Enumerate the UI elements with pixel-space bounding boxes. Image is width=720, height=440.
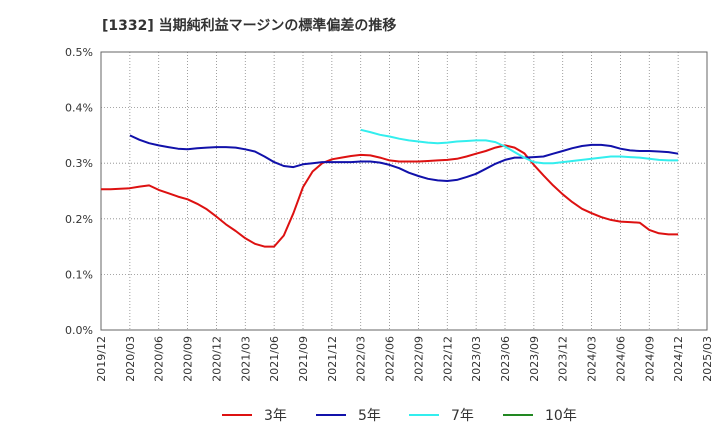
x-tick-label: 2021/06 — [268, 336, 281, 382]
grid-lines — [101, 52, 707, 330]
y-tick-label: 0.3% — [65, 157, 93, 170]
x-tick-label: 2024/09 — [643, 336, 656, 382]
x-tick-label: 2019/12 — [95, 336, 108, 382]
x-tick-label: 2022/03 — [355, 336, 368, 382]
y-tick-labels: 0.0% 0.1% 0.2% 0.3% 0.4% 0.5% — [65, 46, 93, 337]
x-tick-label: 2020/06 — [153, 336, 166, 382]
y-tick-label: 0.2% — [65, 213, 93, 226]
x-tick-label: 2021/12 — [326, 336, 339, 382]
x-tick-label: 2024/12 — [672, 336, 685, 382]
x-tick-label: 2020/03 — [124, 336, 137, 382]
x-tick-label: 2020/09 — [182, 336, 195, 382]
y-tick-label: 0.4% — [65, 102, 93, 115]
x-tick-label: 2020/12 — [210, 336, 223, 382]
plot-frame — [100, 51, 708, 331]
series-lines — [101, 128, 679, 248]
legend: 3年 5年 7年 10年 — [222, 408, 577, 424]
x-tick-label: 2022/06 — [384, 336, 397, 382]
x-tick-label: 2024/06 — [614, 336, 627, 382]
legend-label: 5年 — [358, 408, 381, 424]
y-tick-label: 0.0% — [65, 324, 93, 337]
legend-label: 3年 — [264, 408, 287, 424]
chart-title: [1332] 当期純利益マージンの標準偏差の推移 — [102, 17, 396, 34]
plot-area — [101, 52, 707, 330]
x-tick-label: 2023/12 — [557, 336, 570, 382]
legend-label: 10年 — [545, 408, 577, 424]
y-tick-label: 0.1% — [65, 268, 93, 281]
x-tick-label: 2021/09 — [297, 336, 310, 382]
legend-label: 7年 — [451, 408, 474, 424]
series-line-3年 — [101, 144, 679, 248]
x-tick-label: 2022/12 — [441, 336, 454, 382]
x-tick-label: 2023/09 — [528, 336, 541, 382]
y-tick-label: 0.5% — [65, 46, 93, 59]
x-tick-label: 2021/03 — [239, 336, 252, 382]
x-tick-labels: 2019/12 2020/03 2020/06 2020/09 2020/12 2021/… — [95, 336, 714, 382]
series-line-5年 — [129, 134, 679, 182]
series-line-7年 — [360, 128, 679, 165]
x-tick-label: 2024/03 — [586, 336, 599, 382]
x-tick-label: 2025/03 — [701, 336, 714, 382]
x-tick-label: 2023/06 — [499, 336, 512, 382]
x-tick-label: 2022/09 — [412, 336, 425, 382]
x-tick-label: 2023/03 — [470, 336, 483, 382]
